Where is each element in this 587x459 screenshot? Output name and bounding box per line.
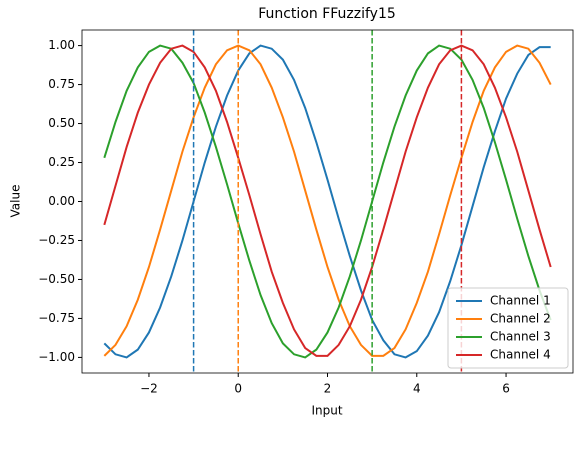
y-tick-label: 0.00 xyxy=(48,194,75,208)
legend-label: Channel 4 xyxy=(490,348,551,362)
x-axis-label: Input xyxy=(311,404,342,418)
series-line xyxy=(103,44,552,357)
legend-box xyxy=(447,287,569,369)
y-tick-label: 0.50 xyxy=(48,116,75,130)
y-tick-label: 0.75 xyxy=(48,77,75,91)
chart-title: Function FFuzzify15 xyxy=(258,6,396,22)
y-tick-label: −1.00 xyxy=(38,350,75,364)
legend-label: Channel 3 xyxy=(490,330,551,344)
plot-frame xyxy=(81,29,574,374)
series-line xyxy=(103,44,552,357)
y-tick-label: −0.50 xyxy=(38,272,75,286)
y-tick-label: −0.25 xyxy=(38,233,75,247)
series-line xyxy=(103,44,552,359)
y-tick-label: 1.00 xyxy=(48,38,75,52)
legend-label: Channel 2 xyxy=(490,312,551,326)
x-tick-label: 0 xyxy=(234,382,242,396)
y-axis-label: Value xyxy=(9,185,23,218)
y-tick-label: −0.75 xyxy=(38,311,75,325)
y-tick-label: 0.25 xyxy=(48,155,75,169)
legend-label: Channel 1 xyxy=(490,294,551,308)
x-tick-label: 6 xyxy=(502,382,510,396)
x-tick-label: −2 xyxy=(140,382,158,396)
series-line xyxy=(103,44,551,359)
x-tick-label: 4 xyxy=(413,382,421,396)
x-tick-label: 2 xyxy=(324,382,332,396)
